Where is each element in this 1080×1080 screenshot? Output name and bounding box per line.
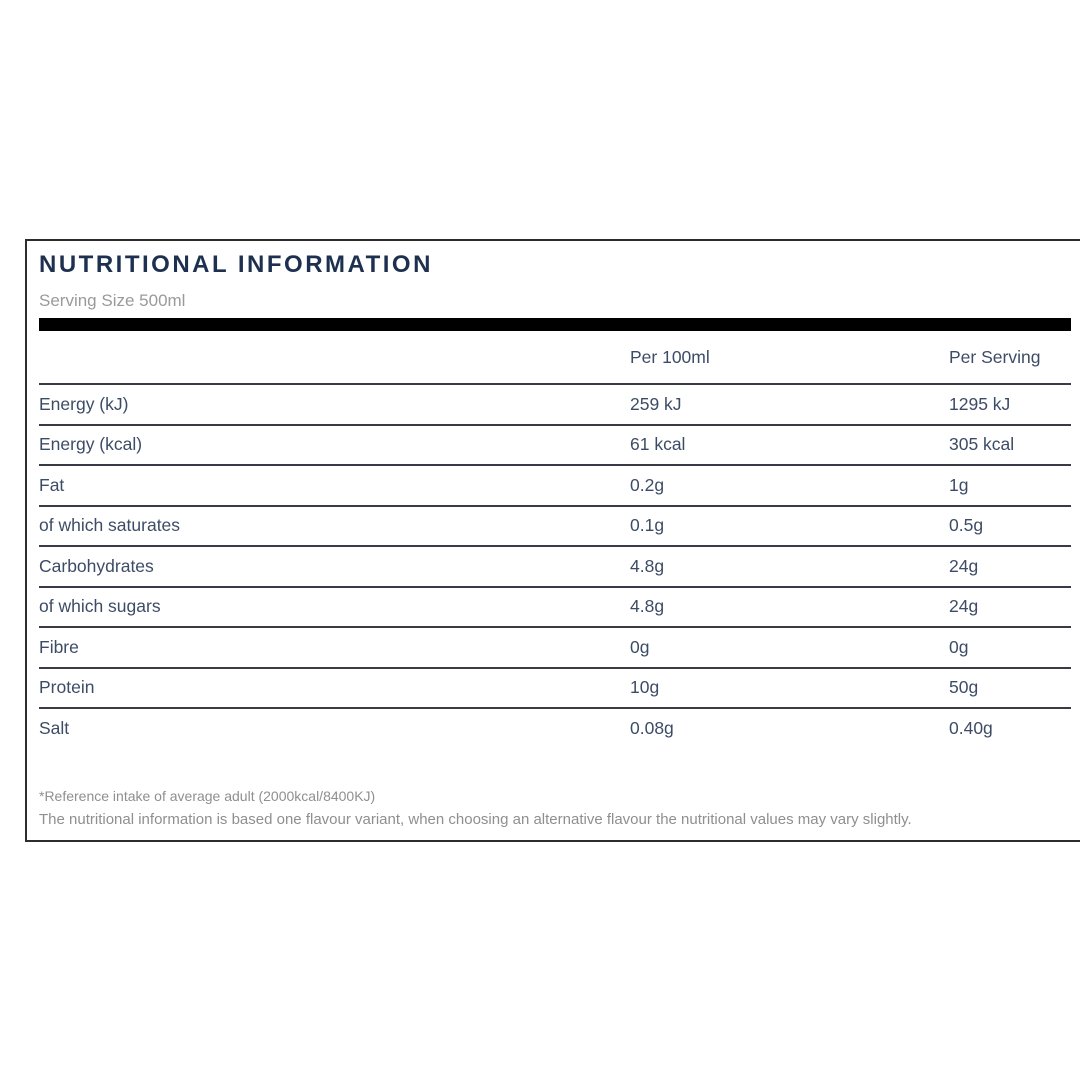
row-value-per-serving: 1295 kJ bbox=[949, 393, 1011, 414]
row-value-per-100ml: 0.1g bbox=[630, 515, 665, 536]
footnote-variant-note: The nutritional information is based one… bbox=[39, 810, 912, 828]
row-label: of which sugars bbox=[39, 596, 161, 617]
row-label: Protein bbox=[39, 677, 95, 698]
table-row-fibre: Fibre 0g 0g bbox=[39, 626, 1071, 667]
row-label: Energy (kJ) bbox=[39, 393, 129, 414]
row-value-per-100ml: 10g bbox=[630, 677, 660, 698]
table-row-carbohydrates: Carbohydrates 4.8g 24g bbox=[39, 545, 1071, 586]
table-header-row: Per 100ml Per Serving bbox=[39, 331, 1071, 383]
row-value-per-100ml: 0.08g bbox=[630, 717, 674, 738]
row-value-per-100ml: 259 kJ bbox=[630, 393, 682, 414]
row-label: Energy (kcal) bbox=[39, 434, 143, 455]
table-row-protein: Protein 10g 50g bbox=[39, 666, 1071, 708]
row-label: Carbohydrates bbox=[39, 555, 154, 576]
nutrition-panel: NUTRITIONAL INFORMATION Serving Size 500… bbox=[25, 239, 1080, 842]
row-value-per-serving: 1g bbox=[949, 474, 969, 495]
row-value-per-serving: 24g bbox=[949, 596, 979, 617]
row-label: of which saturates bbox=[39, 515, 181, 536]
table-row-saturates: of which saturates 0.1g 0.5g bbox=[39, 504, 1071, 546]
row-value-per-serving: 0g bbox=[949, 636, 969, 657]
serving-size-label: Serving Size 500ml bbox=[39, 291, 186, 310]
table-row-energy-kj: Energy (kJ) 259 kJ 1295 kJ bbox=[39, 383, 1071, 424]
row-value-per-serving: 50g bbox=[949, 677, 979, 698]
row-value-per-100ml: 61 kcal bbox=[630, 434, 686, 455]
row-value-per-100ml: 4.8g bbox=[630, 596, 665, 617]
column-header-per-100ml: Per 100ml bbox=[630, 346, 710, 367]
row-value-per-serving: 305 kcal bbox=[949, 434, 1015, 455]
row-value-per-100ml: 0.2g bbox=[630, 474, 665, 495]
footnote-reference-intake: *Reference intake of average adult (2000… bbox=[39, 787, 376, 804]
row-value-per-serving: 0.5g bbox=[949, 515, 984, 536]
row-value-per-100ml: 4.8g bbox=[630, 555, 665, 576]
row-label: Salt bbox=[39, 717, 70, 738]
row-value-per-serving: 24g bbox=[949, 555, 979, 576]
table-row-fat: Fat 0.2g 1g bbox=[39, 464, 1071, 505]
row-value-per-100ml: 0g bbox=[630, 636, 650, 657]
panel-title: NUTRITIONAL INFORMATION bbox=[39, 251, 433, 278]
table-row-sugars: of which sugars 4.8g 24g bbox=[39, 585, 1071, 627]
column-header-per-serving: Per Serving bbox=[949, 346, 1041, 367]
divider-bar bbox=[39, 318, 1071, 331]
table-row-salt: Salt 0.08g 0.40g bbox=[39, 707, 1071, 748]
row-value-per-serving: 0.40g bbox=[949, 717, 993, 738]
table-row-energy-kcal: Energy (kcal) 61 kcal 305 kcal bbox=[39, 423, 1071, 465]
row-label: Fibre bbox=[39, 636, 79, 657]
row-label: Fat bbox=[39, 474, 65, 495]
nutrition-table: Per 100ml Per Serving Energy (kJ) 259 kJ… bbox=[39, 331, 1071, 748]
